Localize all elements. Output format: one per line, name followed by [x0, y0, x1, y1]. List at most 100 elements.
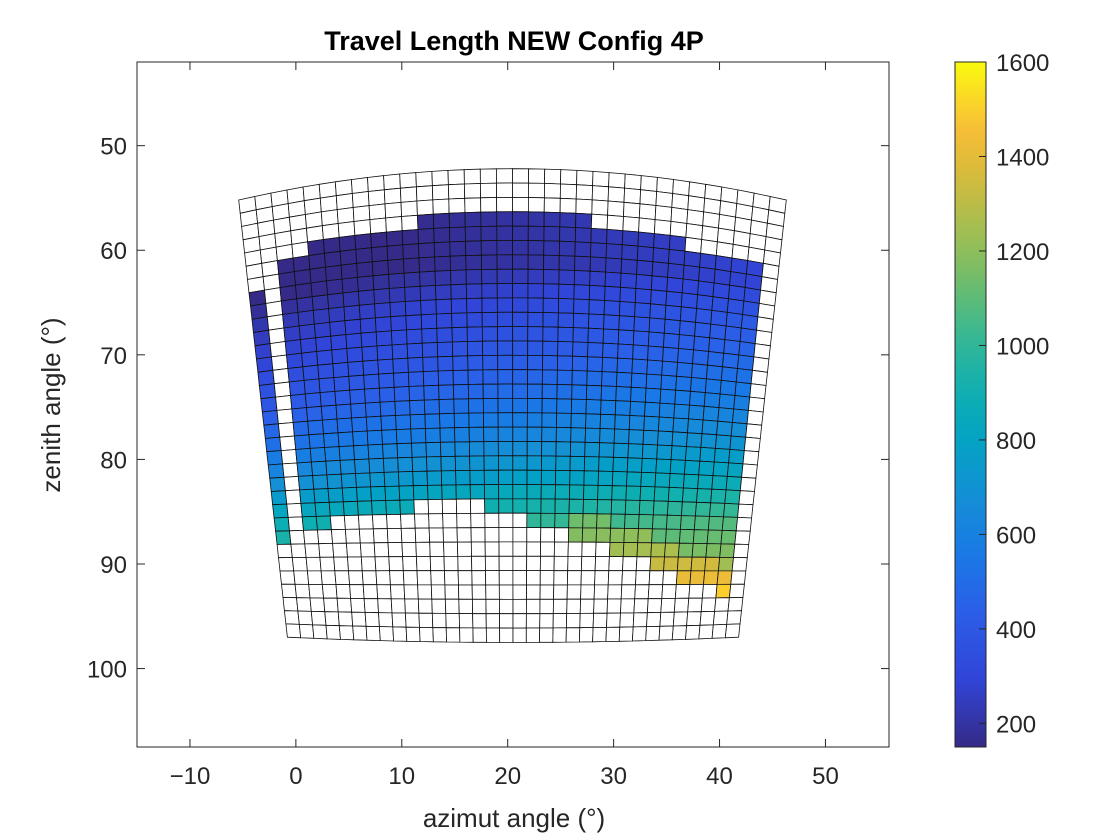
mesh-cell [682, 473, 700, 490]
mesh-cell [337, 221, 356, 238]
mesh-cell [554, 484, 571, 500]
mesh-cell [355, 247, 373, 264]
mesh-cell [599, 413, 616, 430]
mesh-cell [418, 256, 436, 273]
mesh-cell [451, 326, 468, 343]
mesh-cell [620, 584, 636, 600]
mesh-cell [723, 502, 740, 518]
mesh-cell [320, 570, 337, 585]
colorbar-tick-label: 400 [996, 617, 1036, 644]
mesh-cell [464, 211, 482, 228]
mesh-cell [286, 352, 304, 369]
mesh-cell [555, 441, 572, 457]
mesh-cell [497, 326, 514, 342]
mesh-cell [686, 611, 702, 627]
mesh-cell [656, 444, 673, 461]
mesh-cell [512, 570, 527, 586]
mesh-cell [583, 484, 599, 501]
mesh-cell [701, 225, 719, 243]
mesh-cell [600, 385, 617, 402]
mesh-cell [412, 470, 428, 487]
mesh-cell [291, 407, 309, 423]
mesh-cell [544, 168, 562, 185]
colorbar-tick-label: 1200 [996, 239, 1049, 266]
mesh-cell [444, 598, 460, 614]
mesh-cell [499, 613, 514, 629]
mesh-cell [484, 555, 500, 571]
mesh-cell [705, 364, 723, 381]
mesh-cell [650, 289, 668, 306]
mesh-cell [498, 498, 514, 514]
mesh-cell [633, 598, 649, 614]
mesh-cell [348, 374, 365, 391]
mesh-cell [574, 241, 592, 258]
mesh-cell [691, 542, 708, 558]
mesh-cell [512, 196, 529, 213]
mesh-cell [483, 426, 499, 443]
mesh-cell [435, 284, 452, 301]
mesh-cell [276, 408, 294, 425]
mesh-cell [644, 401, 661, 418]
mesh-cell [419, 626, 434, 643]
mesh-cell [334, 570, 351, 586]
mesh-cell [543, 211, 561, 228]
mesh-cell [455, 484, 471, 500]
mesh-cell [340, 473, 357, 489]
mesh-cell [626, 457, 643, 473]
mesh-cell [495, 168, 513, 184]
mesh-cell [377, 598, 393, 614]
mesh-cell [482, 340, 499, 356]
mesh-cell [654, 205, 673, 222]
mesh-cell [334, 389, 352, 406]
mesh-cell [679, 306, 698, 323]
colorbar-tick-label: 600 [996, 522, 1036, 549]
mesh-cell [480, 197, 498, 213]
mesh-cell [608, 556, 624, 572]
mesh-cell [385, 216, 403, 233]
mesh-cell [331, 348, 349, 365]
mesh-cell [570, 398, 587, 415]
y-tick-label: 90 [100, 552, 127, 579]
mesh-cell [330, 528, 347, 544]
mesh-cell [484, 541, 500, 557]
mesh-cell [411, 456, 428, 472]
mesh-cell [265, 300, 284, 318]
mesh-cell [512, 326, 529, 342]
x-axis-label: azimut angle (°) [423, 803, 605, 833]
mesh-cell [729, 271, 747, 288]
mesh-cell [699, 252, 717, 270]
mesh-cell [557, 298, 575, 314]
mesh-cell [387, 542, 404, 558]
mesh-cell [686, 209, 705, 227]
mesh-cell [593, 598, 609, 614]
mesh-cell [341, 486, 358, 503]
mesh-cell [586, 370, 603, 387]
mesh-cell [738, 341, 756, 358]
mesh-cell [628, 415, 645, 431]
mesh-cell [439, 441, 456, 458]
mesh-cell [591, 199, 609, 216]
mesh-cell [498, 541, 514, 557]
mesh-cell [582, 498, 599, 515]
mesh-cell [646, 359, 664, 376]
mesh-cell [555, 469, 571, 486]
mesh-cell [377, 358, 394, 375]
mesh-cell [318, 542, 335, 558]
mesh-cell [330, 334, 348, 351]
mesh-cell [338, 625, 355, 641]
mesh-cell [441, 484, 457, 500]
x-tick-label: 30 [600, 763, 627, 790]
mesh-cell [584, 427, 601, 444]
mesh-cell [439, 412, 455, 429]
mesh-cell [581, 527, 598, 543]
mesh-cell [424, 413, 441, 429]
mesh-cell [587, 342, 604, 358]
mesh-cell [479, 182, 498, 199]
mesh-cell [328, 501, 345, 517]
mesh-cell [396, 442, 413, 459]
mesh-cell [682, 264, 701, 282]
mesh-cell [638, 203, 657, 221]
mesh-cell [558, 269, 576, 286]
mesh-cell [557, 341, 574, 357]
mesh-cell [691, 363, 708, 380]
